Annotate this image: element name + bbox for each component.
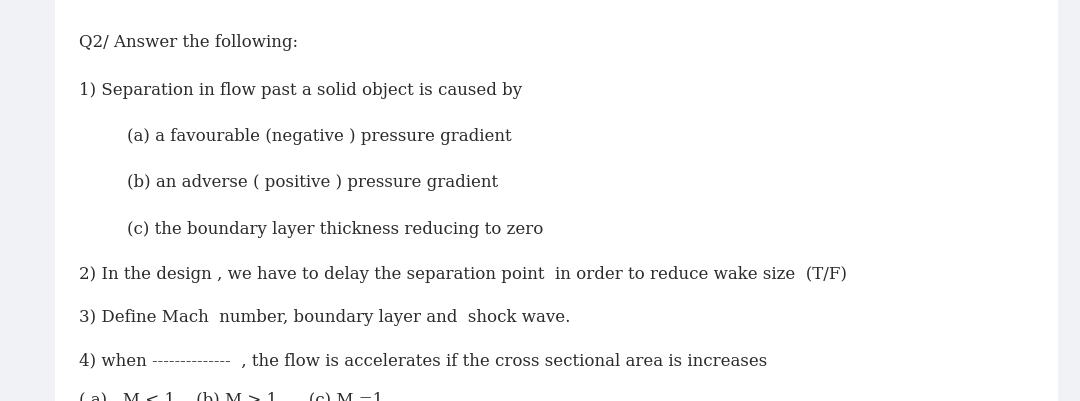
Text: 3) Define Mach  number, boundary layer and  shock wave.: 3) Define Mach number, boundary layer an… bbox=[79, 308, 570, 325]
Text: (c) the boundary layer thickness reducing to zero: (c) the boundary layer thickness reducin… bbox=[127, 220, 544, 237]
Text: (b) an adverse ( positive ) pressure gradient: (b) an adverse ( positive ) pressure gra… bbox=[127, 174, 499, 191]
Text: 2) In the design , we have to delay the separation point  in order to reduce wak: 2) In the design , we have to delay the … bbox=[79, 265, 847, 282]
Text: (a) a favourable (negative ) pressure gradient: (a) a favourable (negative ) pressure gr… bbox=[127, 128, 512, 145]
Text: Q2/ Answer the following:: Q2/ Answer the following: bbox=[79, 34, 298, 51]
Text: ( a)   M < 1    (b) M > 1      (c) M =1: ( a) M < 1 (b) M > 1 (c) M =1 bbox=[79, 391, 383, 401]
Text: 4) when --------------  , the flow is accelerates if the cross sectional area is: 4) when -------------- , the flow is acc… bbox=[79, 351, 767, 368]
Text: 1) Separation in flow past a solid object is caused by: 1) Separation in flow past a solid objec… bbox=[79, 82, 522, 99]
